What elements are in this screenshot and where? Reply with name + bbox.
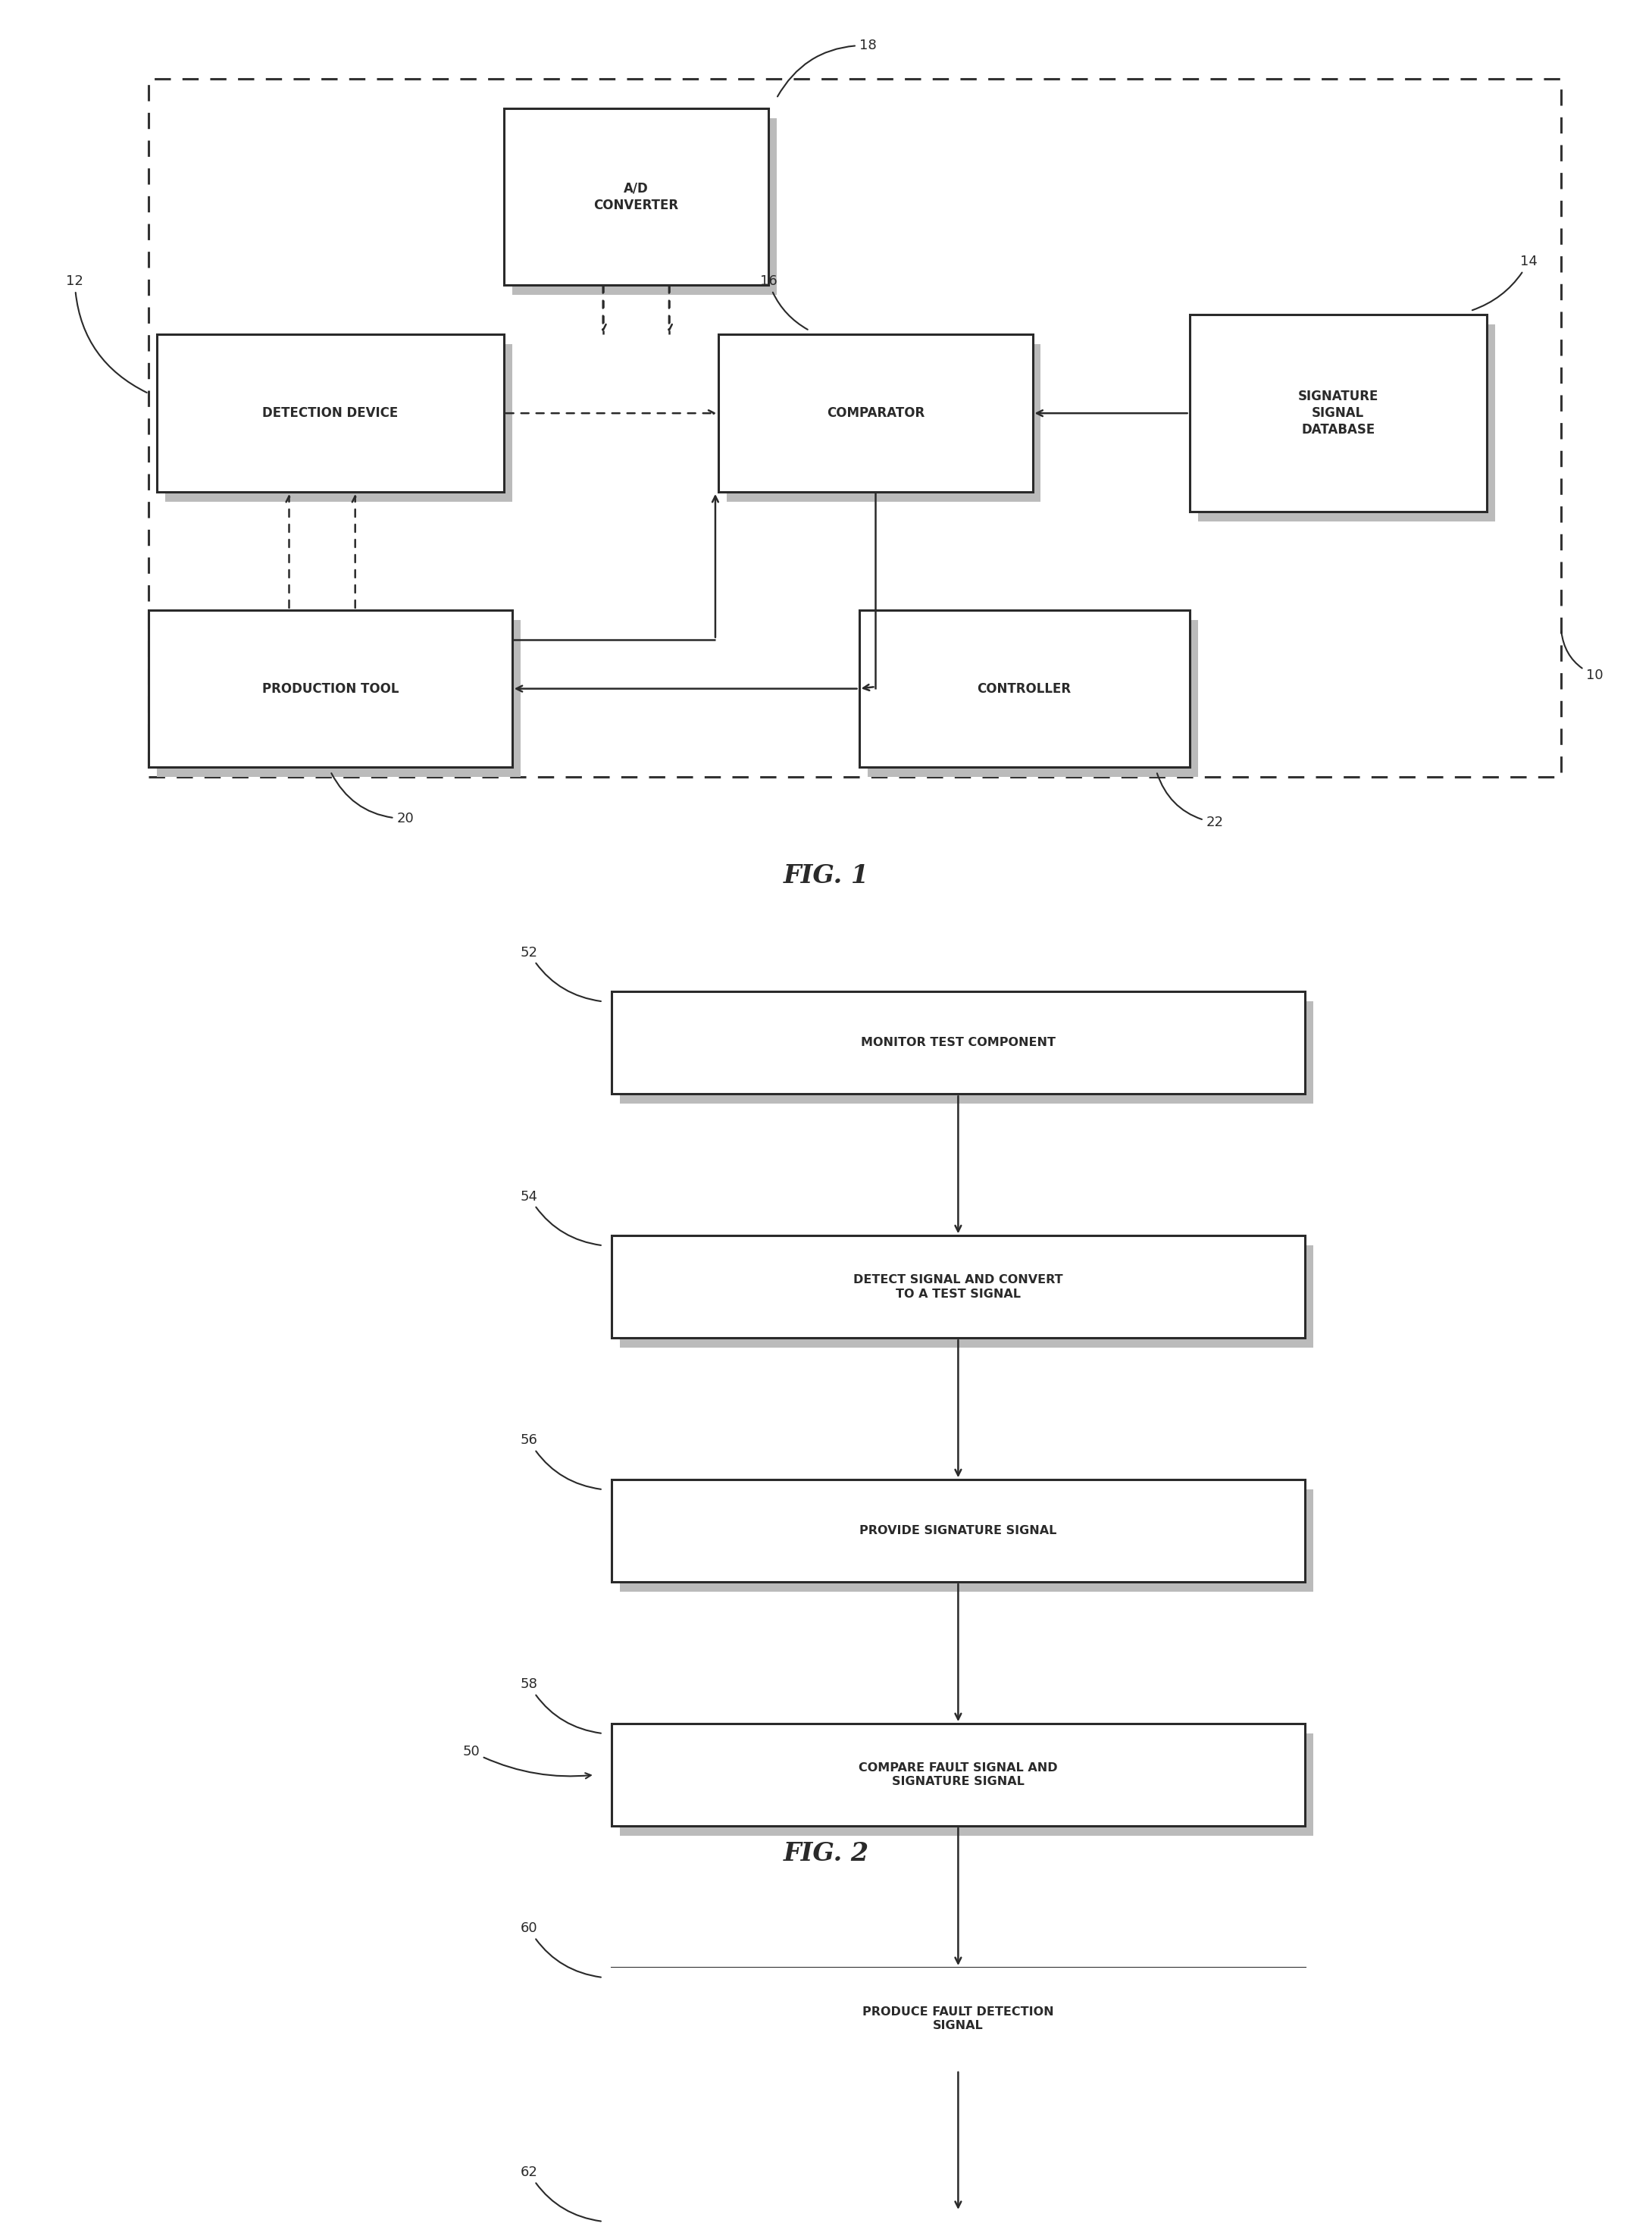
- Text: PRODUCE FAULT DETECTION
SIGNAL: PRODUCE FAULT DETECTION SIGNAL: [862, 2006, 1054, 2031]
- Text: 52: 52: [520, 945, 601, 1001]
- Text: 18: 18: [778, 38, 876, 96]
- Text: PROVIDE SIGNATURE SIGNAL: PROVIDE SIGNATURE SIGNAL: [859, 1525, 1057, 1536]
- FancyBboxPatch shape: [165, 345, 512, 502]
- Text: PRODUCTION TOOL: PRODUCTION TOOL: [263, 683, 398, 696]
- Text: 50: 50: [463, 1744, 591, 1778]
- Text: 58: 58: [520, 1677, 601, 1733]
- Text: 16: 16: [760, 275, 808, 329]
- FancyBboxPatch shape: [859, 609, 1189, 768]
- Text: FIG. 2: FIG. 2: [783, 1840, 869, 1865]
- FancyBboxPatch shape: [867, 620, 1198, 777]
- FancyBboxPatch shape: [620, 1245, 1313, 1348]
- FancyBboxPatch shape: [611, 1968, 1305, 2071]
- Text: 22: 22: [1156, 772, 1224, 828]
- FancyBboxPatch shape: [611, 2212, 1305, 2239]
- Text: COMPARATOR: COMPARATOR: [826, 407, 925, 421]
- Text: 62: 62: [520, 2165, 601, 2221]
- FancyBboxPatch shape: [504, 107, 768, 284]
- Text: DETECTION DEVICE: DETECTION DEVICE: [263, 407, 398, 421]
- FancyBboxPatch shape: [1198, 325, 1495, 522]
- Text: 54: 54: [520, 1189, 601, 1245]
- FancyBboxPatch shape: [157, 620, 520, 777]
- Text: DETECT SIGNAL AND CONVERT
TO A TEST SIGNAL: DETECT SIGNAL AND CONVERT TO A TEST SIGN…: [854, 1274, 1062, 1299]
- Text: FIG. 1: FIG. 1: [783, 862, 869, 889]
- FancyBboxPatch shape: [727, 345, 1041, 502]
- FancyBboxPatch shape: [157, 334, 504, 493]
- FancyBboxPatch shape: [620, 1489, 1313, 1592]
- FancyBboxPatch shape: [620, 2221, 1313, 2239]
- FancyBboxPatch shape: [611, 992, 1305, 1095]
- FancyBboxPatch shape: [1189, 316, 1487, 510]
- Text: 60: 60: [520, 1921, 601, 1977]
- FancyBboxPatch shape: [719, 334, 1032, 493]
- FancyBboxPatch shape: [611, 1236, 1305, 1339]
- Text: 56: 56: [520, 1433, 601, 1489]
- Text: SIGNATURE
SIGNAL
DATABASE: SIGNATURE SIGNAL DATABASE: [1298, 390, 1378, 437]
- Text: CONTROLLER: CONTROLLER: [978, 683, 1070, 696]
- Text: 14: 14: [1472, 255, 1536, 311]
- Text: 12: 12: [66, 275, 147, 392]
- FancyBboxPatch shape: [611, 1724, 1305, 1827]
- Text: A/D
CONVERTER: A/D CONVERTER: [593, 181, 679, 213]
- FancyBboxPatch shape: [512, 119, 776, 296]
- FancyBboxPatch shape: [611, 1480, 1305, 1583]
- FancyBboxPatch shape: [620, 1977, 1313, 2080]
- FancyBboxPatch shape: [149, 609, 512, 768]
- Text: 20: 20: [332, 772, 413, 826]
- Text: MONITOR TEST COMPONENT: MONITOR TEST COMPONENT: [861, 1037, 1056, 1048]
- Text: COMPARE FAULT SIGNAL AND
SIGNATURE SIGNAL: COMPARE FAULT SIGNAL AND SIGNATURE SIGNA…: [859, 1762, 1057, 1787]
- FancyBboxPatch shape: [620, 1733, 1313, 1836]
- FancyBboxPatch shape: [620, 1001, 1313, 1104]
- Text: 10: 10: [1561, 631, 1602, 683]
